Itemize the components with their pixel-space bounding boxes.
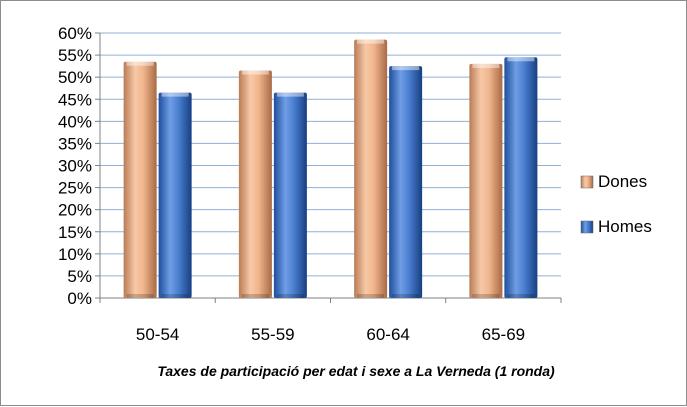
bar-body	[123, 61, 157, 299]
y-tick-label: 15%	[58, 223, 92, 242]
bar-cap	[472, 63, 500, 68]
bar-body	[504, 57, 538, 298]
bar-cap	[161, 92, 189, 97]
category-label: 55-59	[251, 325, 294, 344]
y-tick-label: 25%	[58, 179, 92, 198]
y-tick-label: 20%	[58, 201, 92, 220]
bar-body	[273, 92, 307, 298]
bar-homes	[389, 66, 423, 298]
bar-homes	[504, 57, 538, 298]
y-tick-label: 40%	[58, 112, 92, 131]
y-tick-label: 35%	[58, 134, 92, 153]
bar-base	[126, 294, 154, 298]
bar-body	[389, 66, 423, 298]
legend-swatch	[580, 175, 594, 189]
bar-homes	[158, 92, 192, 298]
bar-cap	[392, 66, 420, 71]
bar-body	[158, 92, 192, 298]
legend-label: Dones	[598, 172, 647, 191]
bar-base	[507, 294, 535, 298]
bar-base	[241, 294, 269, 298]
legend-item-dones: Dones	[580, 172, 647, 191]
y-tick-label: 45%	[58, 90, 92, 109]
bar-body	[469, 63, 503, 298]
bar-cap	[126, 61, 154, 66]
bar-cap	[507, 57, 535, 62]
category-label: 65-69	[482, 325, 525, 344]
bar-body	[238, 70, 272, 299]
bar-base	[472, 294, 500, 298]
bar-cap	[357, 39, 385, 44]
y-tick-label: 0%	[67, 289, 92, 308]
legend-item-homes: Homes	[580, 217, 652, 236]
bar-body	[354, 39, 388, 298]
bar-base	[276, 294, 304, 298]
bar-dones	[238, 70, 272, 299]
bar-dones	[469, 63, 503, 298]
bar-dones	[354, 39, 388, 298]
y-tick-label: 60%	[58, 24, 92, 43]
x-axis-title: Taxes de participació per edat i sexe a …	[157, 363, 555, 379]
tick-labels: 0% 5% 10% 15% 20% 25% 30% 35% 40% 45% 50% 55% 60% 50-…	[58, 24, 525, 344]
bar-base	[392, 294, 420, 298]
bars	[123, 39, 538, 299]
bar-base	[161, 294, 189, 298]
bar-base	[357, 294, 385, 298]
y-tick-label: 50%	[58, 68, 92, 87]
y-tick-label: 30%	[58, 157, 92, 176]
bar-homes	[273, 92, 307, 298]
bar-cap	[276, 92, 304, 97]
y-tick-label: 55%	[58, 46, 92, 65]
y-tick-label: 5%	[67, 267, 92, 286]
bar-dones	[123, 61, 157, 299]
category-label: 50-54	[136, 325, 179, 344]
category-label: 60-64	[366, 325, 409, 344]
legend: Dones Homes	[580, 172, 652, 236]
bar-cap	[241, 70, 269, 75]
legend-label: Homes	[598, 217, 652, 236]
y-tick-label: 10%	[58, 245, 92, 264]
legend-swatch	[580, 220, 594, 234]
